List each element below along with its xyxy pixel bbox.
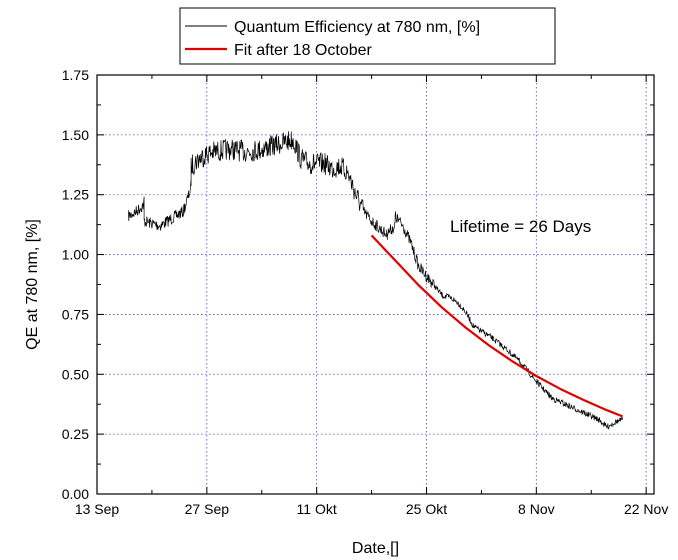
axis-ticks	[97, 75, 654, 494]
y-tick-label: 1.50	[62, 127, 89, 143]
x-tick-label: 13 Sep	[75, 501, 120, 517]
series-line-qe	[128, 131, 622, 429]
x-tick-label: 25 Okt	[406, 501, 447, 517]
y-tick-label: 0.25	[62, 426, 89, 442]
y-tick-label: 0.00	[62, 486, 89, 502]
x-tick-label: 8 Nov	[518, 501, 555, 517]
legend: Quantum Efficiency at 780 nm, [%] Fit af…	[180, 8, 555, 64]
y-tick-label: 1.00	[62, 247, 89, 263]
x-tick-label: 11 Okt	[297, 501, 337, 517]
legend-label-qe: Quantum Efficiency at 780 nm, [%]	[234, 19, 480, 36]
legend-label-fit: Fit after 18 October	[234, 42, 373, 59]
x-tick-label: 22 Nov	[624, 501, 668, 517]
series-layer	[128, 131, 622, 429]
y-axis-title: QE at 780 nm, [%]	[24, 219, 41, 350]
lifetime-annotation: Lifetime = 26 Days	[450, 217, 591, 236]
y-tick-label: 1.75	[62, 67, 89, 83]
x-axis-title: Date,[]	[352, 540, 399, 557]
plot-frame	[97, 75, 654, 494]
grid-lines	[97, 75, 654, 494]
y-tick-label: 0.50	[62, 366, 89, 382]
series-line-fit	[372, 235, 623, 416]
y-tick-label: 0.75	[62, 306, 89, 322]
x-tick-label: 27 Sep	[185, 501, 230, 517]
y-tick-label: 1.25	[62, 187, 89, 203]
